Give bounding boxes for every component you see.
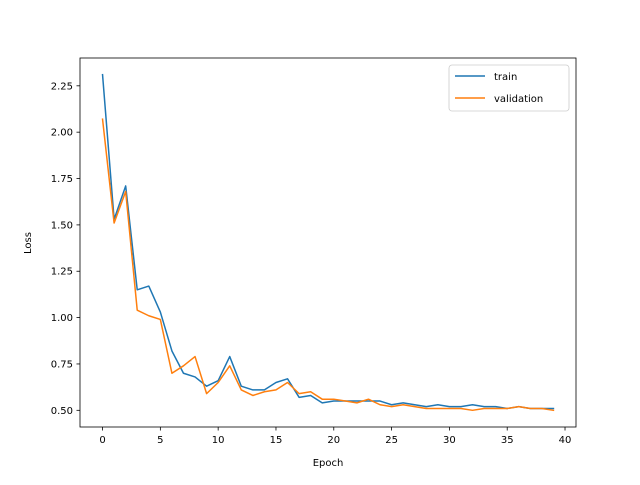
x-tick-label: 0 <box>99 435 105 446</box>
y-tick-label: 1.00 <box>51 313 73 324</box>
y-tick-label: 0.75 <box>51 359 73 370</box>
legend-label-train: train <box>494 72 517 83</box>
axes-frame <box>79 57 577 428</box>
x-axis-label: Epoch <box>313 458 344 469</box>
y-axis-ticks: 0.50 0.75 1.00 1.25 1.50 1.75 2.00 2.25 <box>51 81 80 417</box>
x-tick-label: 15 <box>270 435 283 446</box>
y-axis-label: Loss <box>23 232 34 254</box>
y-tick-label: 1.50 <box>51 220 73 231</box>
series-line-train <box>101 73 555 410</box>
series-line-validation <box>101 118 555 412</box>
x-tick-label: 30 <box>443 435 456 446</box>
y-tick-label: 0.50 <box>51 406 73 417</box>
legend: train validation <box>448 64 570 112</box>
y-tick-label: 1.75 <box>51 174 73 185</box>
y-tick-label: 2.00 <box>51 128 73 139</box>
x-axis-ticks: 0 5 10 15 20 25 30 35 40 <box>99 427 571 446</box>
x-tick-label: 35 <box>501 435 514 446</box>
series-layer <box>101 73 555 412</box>
x-tick-label: 40 <box>559 435 572 446</box>
x-tick-label: 25 <box>385 435 398 446</box>
y-tick-label: 2.25 <box>51 81 73 92</box>
x-tick-label: 20 <box>327 435 340 446</box>
x-tick-label: 5 <box>157 435 163 446</box>
x-tick-label: 10 <box>212 435 225 446</box>
y-tick-label: 1.25 <box>51 267 73 278</box>
legend-label-validation: validation <box>494 94 543 105</box>
